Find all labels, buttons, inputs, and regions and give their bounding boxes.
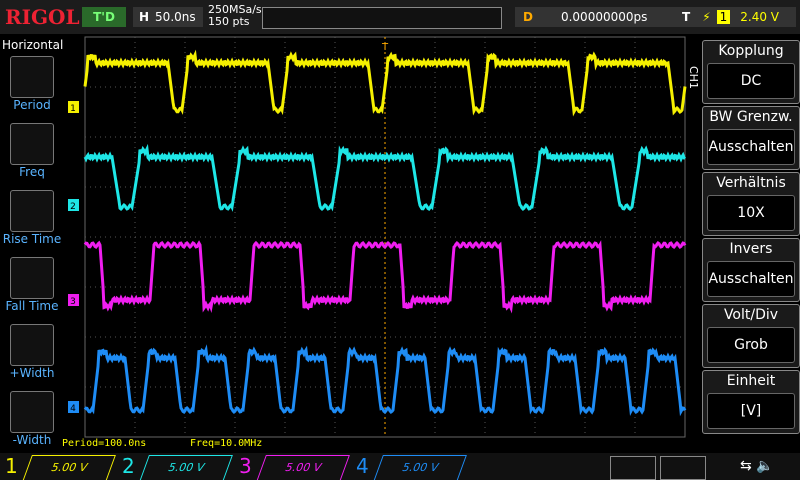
menu-value[interactable]: Ausschalten [707, 261, 795, 297]
menu-label: Kopplung [718, 43, 784, 59]
gen1[interactable] [610, 456, 656, 480]
menu-icon[interactable] [10, 56, 54, 98]
menu-item[interactable]: Fall Time [5, 299, 59, 313]
menu-value[interactable]: Grob [707, 327, 795, 363]
menu-item[interactable]: +Width [9, 366, 55, 380]
sample-rate: 250MSa/s [208, 3, 262, 16]
channel-scale[interactable]: 5.00 V [22, 455, 116, 480]
menu-icon[interactable] [10, 257, 54, 299]
waveform [83, 49, 687, 117]
trigger-label: T [682, 10, 691, 24]
brand: RIGOL [5, 5, 80, 29]
menu-label: BW Grenzw. [709, 109, 793, 125]
trigger-marker: T [381, 42, 389, 53]
channel-marker-bg [68, 199, 79, 211]
timebase[interactable]: 50.0ns [155, 10, 196, 24]
run-mode[interactable]: T'D [82, 7, 126, 27]
waveform [83, 344, 687, 417]
menu-box[interactable]: Volt/Div Grob [702, 304, 800, 368]
channel-marker: 3 [70, 297, 76, 307]
delay[interactable]: 0.00000000ps [560, 10, 648, 24]
menu-box[interactable]: Einheit [V] [702, 370, 800, 434]
menu-box[interactable]: Kopplung DC [702, 40, 800, 104]
left-menu-title: Horizontal [2, 38, 64, 52]
channel-number[interactable]: 1 [5, 454, 18, 478]
timebase-label: H [139, 10, 150, 24]
trigger-level[interactable]: 2.40 V [740, 10, 780, 24]
channel-marker: 2 [70, 202, 76, 212]
menu-item[interactable]: -Width [12, 433, 52, 447]
channel-marker-bg [68, 294, 79, 306]
channel-number[interactable]: 3 [239, 454, 252, 478]
menu-item[interactable]: Rise Time [2, 232, 62, 246]
memory-bar [262, 7, 502, 29]
trigger-channel: 1 [716, 10, 731, 24]
waveform [83, 240, 687, 314]
menu-value[interactable]: DC [707, 63, 795, 99]
menu-icon[interactable] [10, 123, 54, 165]
menu-label: Volt/Div [723, 307, 779, 323]
channel-marker-bg [68, 401, 79, 413]
menu-box[interactable]: Verhältnis 10X [702, 172, 800, 236]
menu-icon[interactable] [10, 324, 54, 366]
menu-icon[interactable] [10, 391, 54, 433]
gen2[interactable] [660, 456, 706, 480]
delay-label: D [523, 10, 533, 24]
menu-label: Verhältnis [716, 175, 786, 191]
channel-scale[interactable]: 5.00 V [256, 455, 350, 480]
menu-value[interactable]: 10X [707, 195, 795, 231]
channel-marker: 4 [70, 404, 76, 414]
menu-box[interactable]: BW Grenzw. Ausschalten [702, 106, 800, 170]
points: 150 pts [208, 15, 250, 28]
menu-label: Einheit [726, 373, 776, 389]
menu-label: Invers [729, 241, 773, 257]
menu-item[interactable]: Freq [19, 165, 45, 179]
measurement: Freq=10.0MHz [190, 438, 263, 449]
menu-icon[interactable] [10, 190, 54, 232]
measurement: Period=100.0ns [62, 438, 147, 449]
menu-box[interactable]: Invers Ausschalten [702, 238, 800, 302]
menu-value[interactable]: Ausschalten [707, 129, 795, 165]
channel-marker: 1 [70, 104, 76, 114]
channel-marker-bg [68, 101, 79, 113]
channel-scale[interactable]: 5.00 V [139, 455, 233, 480]
bottom-bar [0, 453, 800, 480]
channel-number[interactable]: 4 [356, 454, 369, 478]
channel-number[interactable]: 2 [122, 454, 135, 478]
menu-item[interactable]: Period [13, 98, 51, 112]
waveform [83, 143, 687, 212]
channel-scale[interactable]: 5.00 V [373, 455, 467, 480]
usb-icon: ⇆ 🔈 [740, 458, 774, 474]
menu-value[interactable]: [V] [707, 393, 795, 429]
